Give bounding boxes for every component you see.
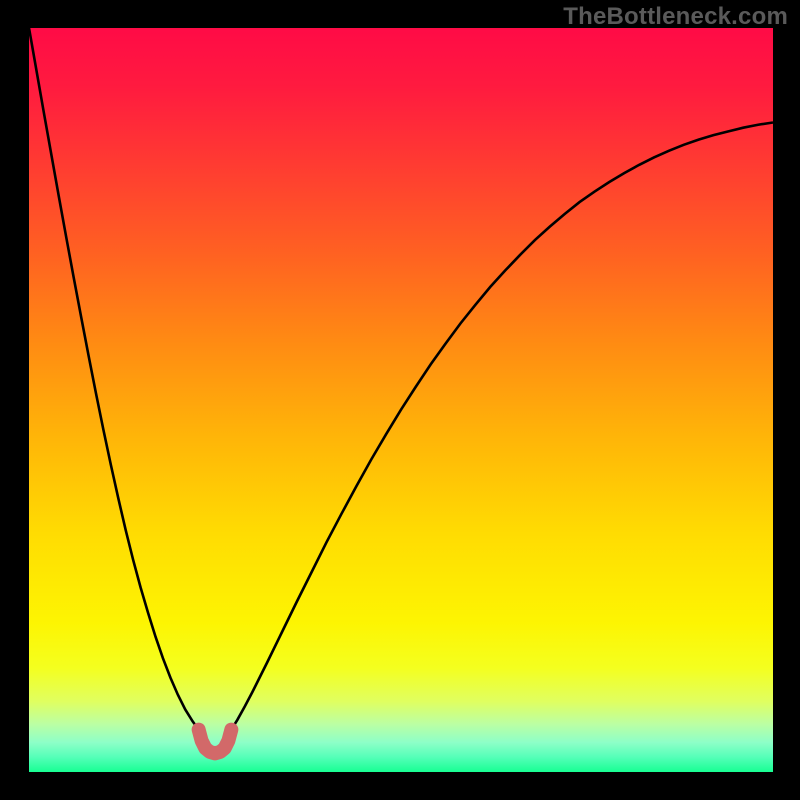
- watermark-text: TheBottleneck.com: [563, 3, 788, 31]
- curve-right: [231, 122, 773, 729]
- plot-area: [29, 28, 773, 772]
- curve-layer: [29, 28, 773, 772]
- curve-valley-highlight: [199, 730, 232, 754]
- curve-left: [29, 28, 199, 730]
- chart-frame: TheBottleneck.com: [0, 0, 800, 800]
